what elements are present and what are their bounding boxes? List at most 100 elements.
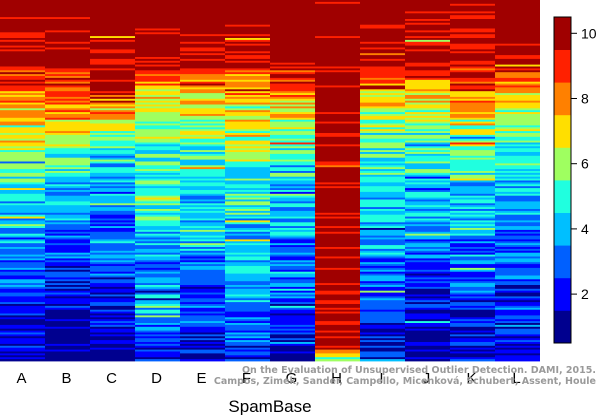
heatmap-cell [0, 328, 45, 331]
citation-watermark-line-1: On the Evaluation of Unsupervised Outlie… [242, 365, 596, 376]
heatmap-cell [270, 313, 315, 316]
heatmap-cell [360, 214, 405, 223]
heatmap-cell [495, 319, 540, 322]
heatmap-cell [405, 161, 450, 164]
heatmap-cell [495, 77, 540, 83]
heatmap-cell [0, 74, 45, 77]
heatmap-cell [0, 178, 45, 183]
heatmap-cell [180, 127, 225, 130]
heatmap-cell [270, 266, 315, 271]
heatmap-column-D [135, 0, 180, 362]
heatmap-cell [495, 302, 540, 307]
heatmap-cell [360, 286, 405, 292]
heatmap-cell [90, 155, 135, 159]
heatmap-cell [0, 176, 45, 179]
heatmap-cell [450, 210, 495, 214]
heatmap-cell [270, 271, 315, 274]
heatmap-cell [450, 243, 495, 248]
heatmap-cell [315, 226, 360, 229]
heatmap-column-I [360, 0, 405, 362]
heatmap-cell [270, 338, 315, 341]
heatmap-cell [135, 209, 180, 212]
heatmap-cell [225, 286, 270, 290]
heatmap-cell [450, 290, 495, 293]
heatmap-cell [450, 186, 495, 195]
heatmap-cell [270, 243, 315, 246]
heatmap-cell [405, 134, 450, 140]
heatmap-cell [225, 104, 270, 107]
heatmap-cell [135, 313, 180, 316]
heatmap-cell [90, 324, 135, 328]
heatmap-cell [405, 252, 450, 255]
heatmap-cell [0, 286, 45, 290]
heatmap-cell [360, 224, 405, 227]
heatmap-cell [360, 298, 405, 301]
heatmap-cell [135, 288, 180, 292]
heatmap-cell [0, 247, 45, 250]
heatmap-cell [180, 285, 225, 288]
heatmap-cell [405, 169, 450, 174]
heatmap-cell [360, 340, 405, 343]
heatmap-cell [315, 3, 360, 37]
heatmap-cell [315, 85, 360, 88]
heatmap-cell [90, 275, 135, 278]
heatmap-cell [135, 106, 180, 109]
heatmap-cell [360, 142, 405, 149]
heatmap-cell [180, 353, 225, 360]
heatmap-cell [45, 191, 90, 197]
heatmap-cell [135, 81, 180, 84]
heatmap-cell [0, 359, 45, 362]
heatmap-cell [405, 182, 450, 185]
heatmap-cell [360, 163, 405, 166]
heatmap-cell [360, 95, 405, 98]
heatmap-cell [450, 296, 495, 299]
heatmap-cell [405, 283, 450, 288]
heatmap-cell [405, 188, 450, 191]
heatmap-cell [495, 180, 540, 183]
heatmap-cell [450, 226, 495, 229]
heatmap-cell [270, 332, 315, 335]
heatmap-cell [495, 146, 540, 149]
heatmap-cell [135, 76, 180, 83]
heatmap-cell [90, 146, 135, 149]
heatmap-cell [45, 144, 90, 147]
heatmap-cell [90, 319, 135, 322]
heatmap-cell [0, 214, 45, 217]
heatmap-cell [180, 243, 225, 246]
heatmap-cell [0, 201, 45, 204]
heatmap-cell [360, 53, 405, 56]
heatmap-cell [135, 241, 180, 244]
heatmap-cell [45, 146, 90, 149]
heatmap-cell [225, 300, 270, 303]
heatmap-cell [360, 228, 405, 231]
heatmap-cell [225, 266, 270, 274]
heatmap-cell [0, 203, 45, 206]
heatmap-cell [225, 178, 270, 181]
heatmap-cell [405, 277, 450, 280]
heatmap-cell [45, 148, 90, 155]
heatmap-cell [180, 68, 225, 75]
heatmap-cell [180, 34, 225, 37]
heatmap-cell [90, 226, 135, 229]
heatmap-cell [45, 214, 90, 219]
heatmap-cell [0, 262, 45, 269]
heatmap-cell [405, 250, 450, 254]
heatmap-cell [135, 269, 180, 273]
heatmap-cell [45, 117, 90, 121]
heatmap-cell [45, 91, 90, 98]
heatmap-cell [90, 260, 135, 263]
heatmap-cell [90, 317, 135, 320]
heatmap-cell [450, 256, 495, 261]
heatmap-cell [135, 197, 180, 200]
heatmap-cell [270, 288, 315, 292]
heatmap-cell [0, 152, 45, 162]
heatmap-cell [270, 353, 315, 362]
heatmap-cell [225, 121, 270, 130]
heatmap-cell [0, 188, 45, 191]
colorbar-frame [553, 16, 572, 344]
heatmap-cell [225, 184, 270, 189]
heatmap-cell [360, 127, 405, 130]
heatmap-cell [180, 311, 225, 314]
heatmap-cell [270, 264, 315, 267]
heatmap-cell [450, 332, 495, 335]
